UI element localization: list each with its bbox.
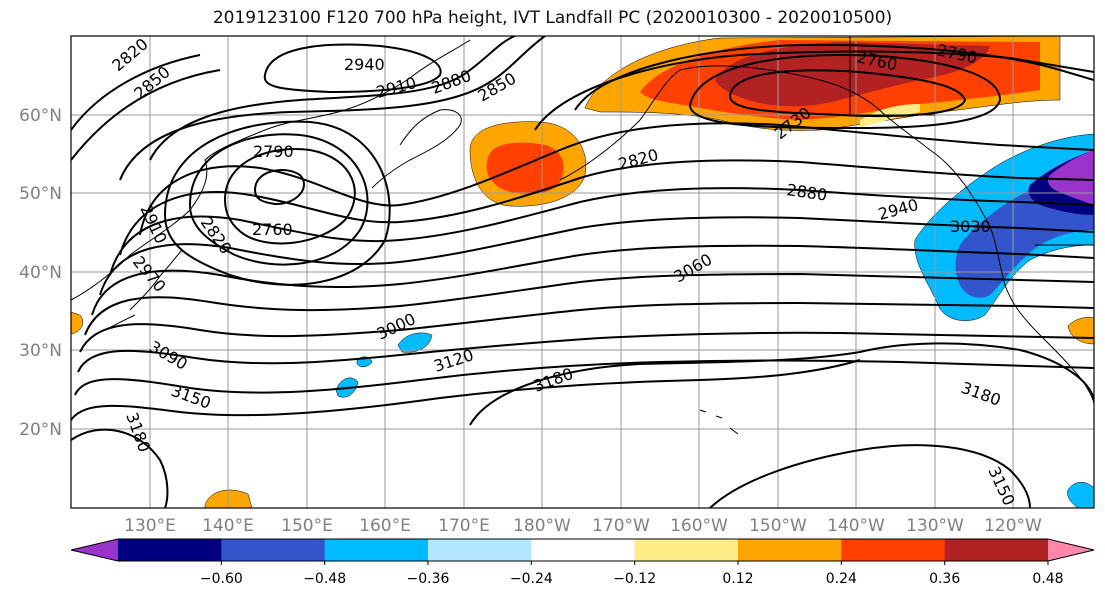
colorbar-tick-label: −0.48 (303, 571, 346, 587)
colorbar-tick-label: −0.60 (200, 571, 243, 587)
contour-label: 2940 (344, 55, 385, 74)
ivt-negative-extreme-nw (1047, 150, 1094, 205)
colorbar-swatch (531, 539, 636, 561)
lat-label: 30°N (19, 341, 62, 361)
colorbar-tick-label: 0.12 (722, 571, 753, 587)
colorbar-tick-label: −0.24 (510, 571, 553, 587)
lon-label: 160°E (359, 516, 411, 536)
contour-label: 2790 (253, 142, 294, 161)
colorbar-swatch (841, 539, 946, 561)
colorbar-ticks: −0.60 −0.48 −0.36 −0.24 −0.12 0.12 0.24 0.36 0.4… (200, 561, 1064, 587)
lon-label: 140°W (827, 516, 885, 536)
lon-label: 120°W (984, 516, 1042, 536)
contour-label: 2940 (876, 195, 920, 224)
colorbar-tick-label: −0.36 (407, 571, 450, 587)
longitude-labels: 130°E 140°E 150°E 160°E 170°E 180°W 170°… (124, 516, 1042, 536)
lon-label: 140°E (202, 516, 254, 536)
lat-label: 20°N (19, 420, 62, 440)
contour-label: 3030 (950, 217, 991, 236)
contour-label: 3060 (671, 250, 716, 287)
height-contours (71, 36, 1094, 508)
colorbar-tick-label: 0.36 (929, 571, 960, 587)
contour-label: 2820 (108, 34, 151, 75)
colorbar-swatch (944, 539, 1049, 561)
coastline-kamchatka (371, 109, 462, 189)
contour-label: 3150 (984, 464, 1018, 509)
coastline-hawaii (699, 409, 739, 435)
lon-label: 150°W (749, 516, 807, 536)
colorbar-tick-label: 0.24 (826, 571, 857, 587)
lon-label: 130°W (906, 516, 964, 536)
colorbar-swatch (1048, 539, 1094, 561)
colorbar-tick-label: 0.48 (1032, 571, 1063, 587)
latitude-labels: 60°N 50°N 40°N 30°N 20°N (19, 106, 62, 440)
lon-label: 170°E (438, 516, 490, 536)
colorbar-swatch (221, 539, 326, 561)
colorbar-swatch (324, 539, 429, 561)
contour-label: 2850 (475, 69, 520, 106)
colorbar-swatch (118, 539, 222, 561)
contour-label: 3180 (122, 410, 154, 455)
contour-label: 3090 (146, 337, 191, 374)
lon-label: 180°W (513, 516, 571, 536)
lat-label: 40°N (19, 263, 62, 283)
ivt-positive-patch-3 (71, 311, 83, 335)
contour-label: 2820 (616, 145, 660, 174)
lon-label: 150°E (281, 516, 333, 536)
contour-label: 3180 (959, 378, 1004, 410)
map-frame (70, 35, 1095, 509)
lon-label: 160°W (670, 516, 728, 536)
colorbar: −0.60 −0.48 −0.36 −0.24 −0.12 0.12 0.24 0.36 0.4… (70, 538, 1095, 587)
colorbar-swatch (428, 539, 532, 561)
colorbar-outline (70, 538, 1095, 562)
colorbar-swatch (71, 539, 118, 561)
contour-label: 2760 (252, 220, 293, 239)
ivt-negative-patch-1 (397, 332, 433, 353)
ivt-positive-patch-2 (1067, 317, 1094, 345)
contour-label: 2880 (785, 180, 828, 204)
contour-label: 3150 (169, 381, 214, 413)
colorbar-swatch (738, 539, 842, 561)
ivt-negative-patch-4 (1067, 482, 1094, 508)
map-title: 2019123100 F120 700 hPa height, IVT Land… (212, 8, 893, 28)
lon-label: 130°E (124, 516, 176, 536)
lat-label: 50°N (19, 184, 62, 204)
colorbar-swatches (71, 539, 1094, 561)
colorbar-tick-label: −0.12 (613, 571, 656, 587)
coastline-alaska (559, 65, 966, 186)
lon-label: 170°W (592, 516, 650, 536)
contour-label: 2910 (374, 73, 418, 102)
colorbar-swatch (634, 539, 739, 561)
lat-label: 60°N (19, 106, 62, 126)
